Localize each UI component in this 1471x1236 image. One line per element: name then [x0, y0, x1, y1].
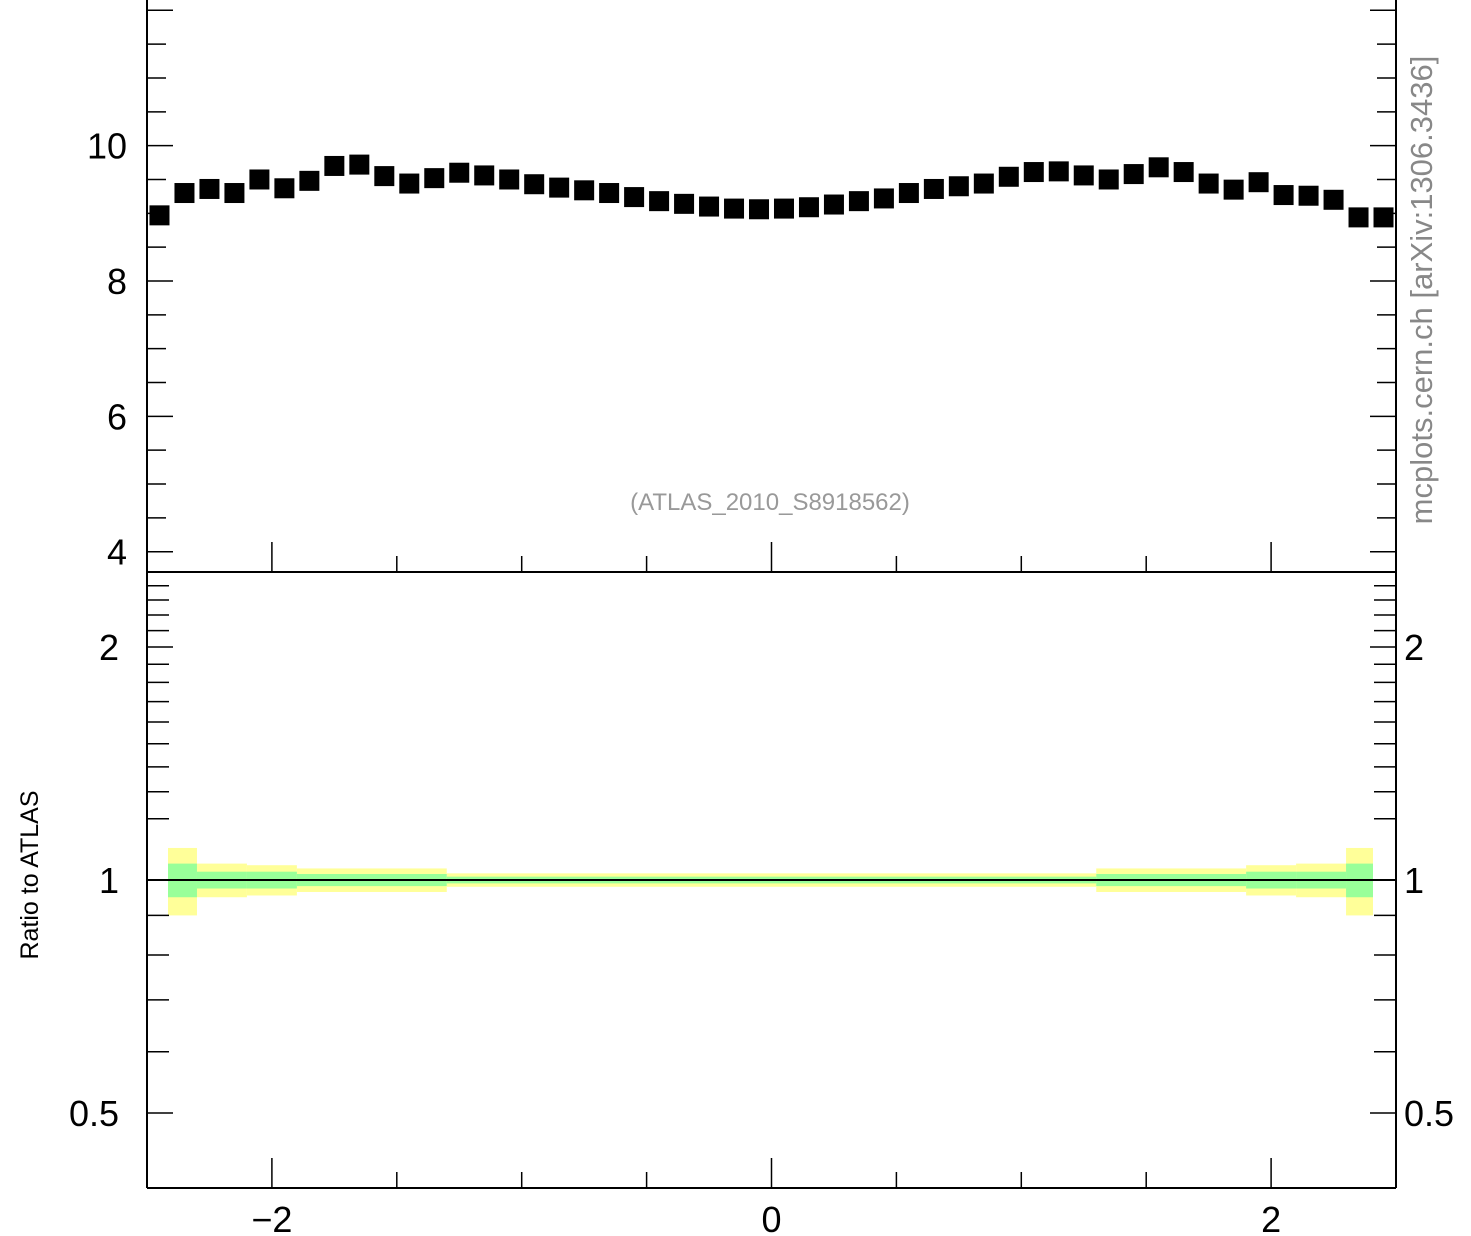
- data-point: [549, 177, 570, 198]
- data-point: [1248, 172, 1269, 193]
- main-y-tick-label: 10: [87, 126, 127, 167]
- data-point: [923, 178, 944, 199]
- ratio-y-tick-label-right: 2: [1404, 627, 1424, 668]
- axis-frames: [146, 0, 1397, 1189]
- data-point: [274, 178, 295, 199]
- ratio-y-ticks: 0.5 0.5 1 1 2 2: [69, 584, 1454, 1189]
- uncertainty-bands: [168, 847, 1373, 916]
- x-tick-label: −2: [251, 1199, 292, 1236]
- data-point: [174, 183, 195, 204]
- data-point: [349, 154, 370, 175]
- ratio-y-tick-label: 0.5: [69, 1093, 119, 1134]
- data-point: [1173, 162, 1194, 183]
- data-point: [873, 188, 894, 209]
- data-point: [599, 183, 620, 204]
- x-tick-label: 2: [1261, 1199, 1281, 1236]
- watermark: mcplots.cern.ch [arXiv:1306.3436]: [1404, 56, 1439, 525]
- data-point: [1023, 162, 1044, 183]
- x-tick-label: 0: [761, 1199, 781, 1236]
- data-point: [424, 168, 445, 189]
- data-point: [699, 196, 720, 217]
- data-point: [1298, 185, 1319, 206]
- data-point: [524, 174, 545, 195]
- data-point: [249, 169, 270, 190]
- data-point: [724, 198, 745, 219]
- data-point: [474, 165, 495, 186]
- ratio-y-tick-label-right: 0.5: [1404, 1093, 1454, 1134]
- main-y-tick-label: 6: [107, 396, 127, 437]
- data-point: [1073, 165, 1094, 186]
- data-point: [1348, 207, 1369, 228]
- data-point: [299, 170, 320, 191]
- ratio-y-tick-label-right: 1: [1404, 860, 1424, 901]
- data-point: [149, 205, 170, 226]
- data-point: [848, 191, 869, 212]
- data-point: [399, 173, 420, 194]
- data-point: [674, 193, 695, 214]
- data-point: [749, 199, 770, 220]
- data-point: [1273, 185, 1294, 206]
- main-panel: 4 6 8 10 (ATLAS_2010_S8918562): [87, 9, 1396, 573]
- data-point: [324, 155, 345, 176]
- analysis-label: (ATLAS_2010_S8918562): [630, 489, 910, 516]
- data-point: [823, 194, 844, 215]
- data-point: [1323, 189, 1344, 210]
- ratio-y-tick-label: 1: [99, 860, 119, 901]
- data-point: [499, 169, 520, 190]
- data-point: [1223, 179, 1244, 200]
- data-point: [898, 183, 919, 204]
- ratio-panel: 0.5 0.5 1 1 2 2 −2 0 2 Ratio to ATLAS: [16, 542, 1454, 1236]
- data-point: [1123, 164, 1144, 185]
- data-point: [649, 191, 670, 212]
- ratio-y-tick-label: 2: [99, 627, 119, 668]
- data-point: [574, 180, 595, 201]
- data-point: [199, 178, 220, 199]
- data-point: [449, 162, 470, 183]
- main-y-tick-label: 8: [107, 261, 127, 302]
- data-points: [149, 154, 1394, 228]
- data-point: [374, 166, 395, 187]
- data-point: [948, 176, 969, 197]
- x-axis-ticks: −2 0 2: [146, 542, 1397, 1236]
- data-point: [1098, 169, 1119, 190]
- ratio-y-axis-label: Ratio to ATLAS: [16, 790, 44, 959]
- data-point: [973, 173, 994, 194]
- data-point: [1198, 173, 1219, 194]
- data-point: [773, 198, 794, 219]
- main-y-tick-label: 4: [107, 532, 127, 573]
- data-point: [1373, 207, 1394, 228]
- data-point: [1048, 161, 1069, 182]
- data-point: [998, 166, 1019, 187]
- main-y-ticks: 4 6 8 10: [87, 9, 1396, 573]
- data-point: [798, 197, 819, 218]
- data-point: [224, 183, 245, 204]
- data-point: [1148, 157, 1169, 178]
- data-point: [624, 187, 645, 208]
